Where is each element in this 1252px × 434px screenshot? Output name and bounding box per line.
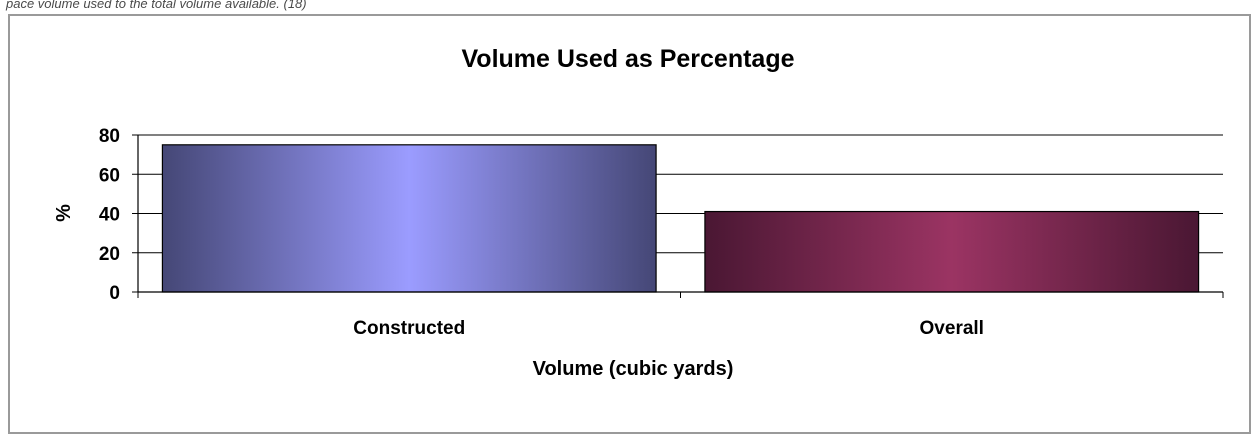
x-tick-label: Overall <box>920 318 984 339</box>
y-tick-label: 80 <box>99 126 120 147</box>
chart-title: Volume Used as Percentage <box>461 45 794 73</box>
x-axis-ticks: Constructed Overall <box>137 292 1224 339</box>
y-tick-label: 40 <box>99 205 120 226</box>
bars <box>161 144 1200 293</box>
bar-constructed <box>161 144 657 293</box>
y-tick-label: 20 <box>99 244 120 265</box>
figure-caption: pace volume used to the total volume ava… <box>6 0 307 11</box>
y-axis-ticks: 0 20 40 60 80 <box>99 126 138 304</box>
y-tick-label: 60 <box>99 165 120 186</box>
x-tick-label: Constructed <box>353 318 465 339</box>
bar-overall <box>704 210 1200 293</box>
y-axis-label: % <box>53 204 75 222</box>
y-tick-label: 0 <box>109 283 120 304</box>
x-axis-label: Volume (cubic yards) <box>533 358 734 380</box>
